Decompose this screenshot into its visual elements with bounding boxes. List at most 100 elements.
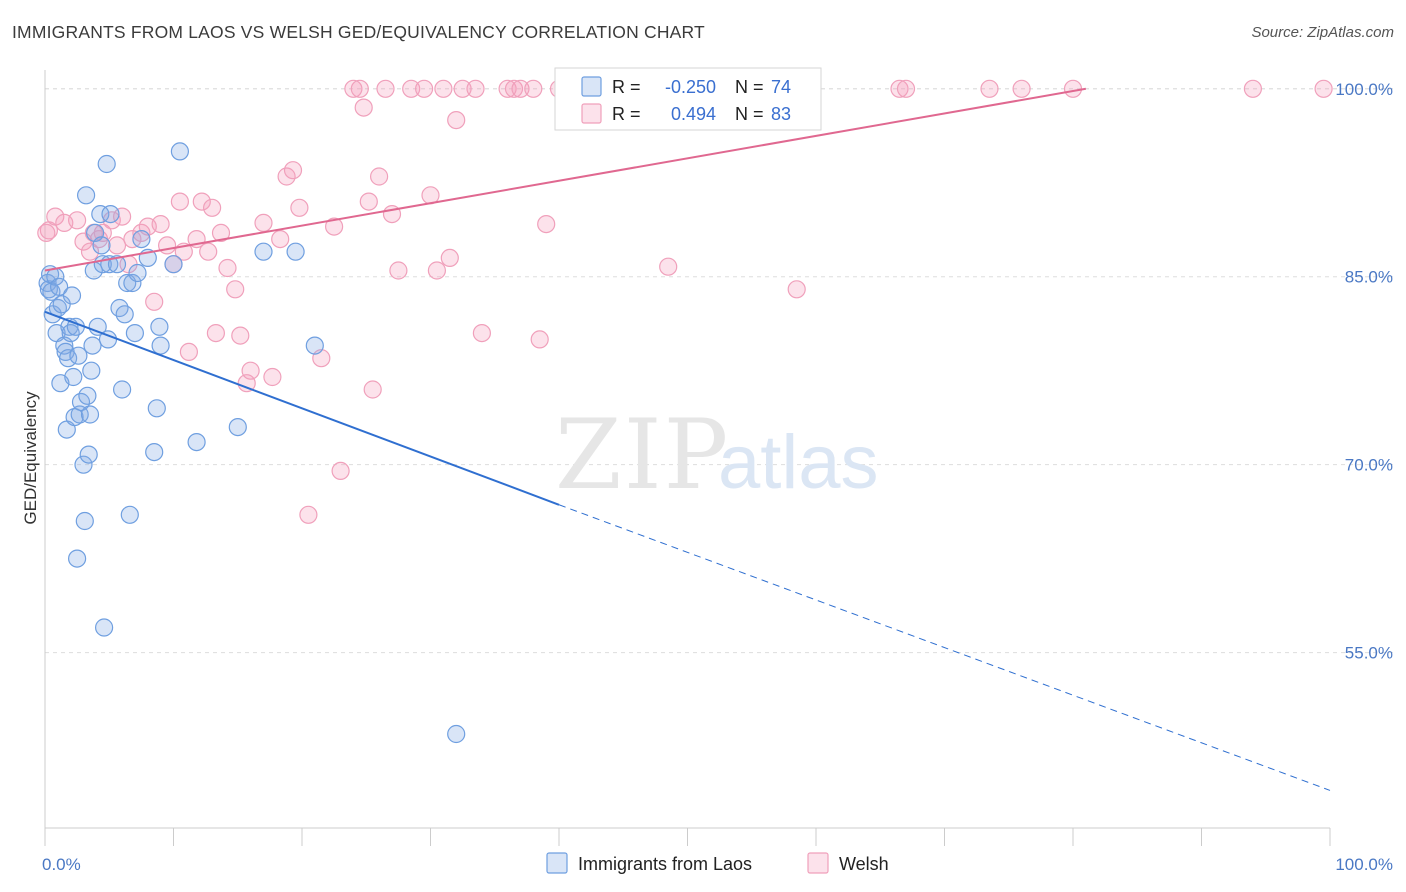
welsh-point <box>192 192 211 211</box>
laos-point <box>67 549 87 568</box>
laos-point <box>94 618 114 637</box>
welsh-point <box>472 324 491 343</box>
laos-point <box>123 273 142 293</box>
laos-point <box>78 386 97 405</box>
laos-point <box>64 367 83 387</box>
legend-n-value: 83 <box>771 104 791 124</box>
chart-title: IMMIGRANTS FROM LAOS VS WELSH GED/EQUIVA… <box>12 22 705 42</box>
welsh-point <box>206 324 225 343</box>
laos-point <box>65 408 84 427</box>
welsh-point <box>415 79 434 98</box>
welsh-point <box>376 79 395 98</box>
laos-point <box>91 205 110 224</box>
bottom-legend-swatch-welsh <box>807 852 829 874</box>
welsh-point <box>354 98 373 117</box>
welsh-point <box>363 380 382 399</box>
welsh-point <box>447 110 466 130</box>
welsh-point <box>890 79 909 98</box>
legend-r-label: R = <box>612 77 641 97</box>
svg-text:ZIP: ZIP <box>555 399 730 511</box>
laos-point <box>79 445 98 464</box>
welsh-point <box>359 192 378 211</box>
laos-point <box>83 336 102 355</box>
laos-point <box>132 230 151 249</box>
welsh-point <box>504 79 524 98</box>
welsh-point <box>151 215 170 234</box>
welsh-point <box>145 292 164 311</box>
laos-point <box>92 236 111 255</box>
legend: R = -0.250 N = 74 R = 0.494 N = 83 <box>554 67 822 131</box>
watermark: ZIP atlas <box>555 399 879 511</box>
welsh-point <box>344 79 363 98</box>
welsh-points <box>37 79 1333 524</box>
legend-r-value: -0.250 <box>665 77 716 97</box>
welsh-point <box>179 342 198 361</box>
welsh-point <box>283 161 303 180</box>
welsh-point <box>896 79 916 98</box>
laos-point <box>120 505 139 524</box>
welsh-point <box>1012 79 1031 98</box>
welsh-point <box>331 461 350 480</box>
welsh-point <box>226 280 245 299</box>
welsh-point <box>370 167 389 186</box>
x-tick-label-min: 0.0% <box>42 855 81 874</box>
welsh-point <box>325 217 344 236</box>
laos-point <box>170 142 189 161</box>
laos-point <box>164 255 183 274</box>
bottom-legend-swatch-laos <box>546 852 568 874</box>
welsh-point <box>199 242 218 261</box>
laos-point <box>115 305 134 324</box>
welsh-point <box>231 326 250 345</box>
laos-point <box>254 242 273 261</box>
welsh-point <box>241 361 260 380</box>
welsh-point <box>659 257 678 276</box>
welsh-point <box>46 207 65 226</box>
laos-point <box>75 511 94 531</box>
chart-source: Source: ZipAtlas.com <box>1251 24 1394 41</box>
x-tick-label-max: 100.0% <box>1335 855 1393 874</box>
laos-trend-line <box>44 310 560 506</box>
y-tick-label: 100.0% <box>1335 80 1393 99</box>
welsh-point <box>980 79 999 98</box>
laos-point <box>228 418 247 437</box>
welsh-point <box>203 198 222 217</box>
welsh-trend-line <box>44 87 1087 272</box>
welsh-point <box>112 207 132 226</box>
laos-point <box>62 286 82 305</box>
bottom-legend-label-laos: Immigrants from Laos <box>578 854 752 874</box>
welsh-point <box>67 211 87 230</box>
laos-point <box>107 255 127 274</box>
welsh-point <box>524 79 543 98</box>
welsh-point <box>158 236 177 255</box>
welsh-point <box>498 79 517 98</box>
trend-lines <box>44 87 1331 791</box>
welsh-point <box>1063 79 1083 98</box>
y-tick-label: 55.0% <box>1345 644 1393 663</box>
welsh-point <box>107 236 127 255</box>
legend-box <box>554 67 822 131</box>
legend-swatch <box>581 76 602 97</box>
welsh-point <box>466 79 485 98</box>
welsh-point <box>402 79 421 98</box>
laos-point <box>145 443 164 462</box>
axes <box>44 70 1331 846</box>
welsh-point <box>440 248 459 267</box>
bottom-legend: Immigrants from Laos Welsh <box>546 852 889 874</box>
welsh-point <box>787 280 806 299</box>
y-tick-label: 70.0% <box>1345 456 1393 475</box>
y-tick-label: 85.0% <box>1345 268 1393 287</box>
laos-point <box>125 324 144 343</box>
welsh-point <box>271 230 290 249</box>
laos-point <box>76 186 96 205</box>
welsh-point <box>350 79 369 98</box>
y-axis-label: GED/Equivalency <box>21 391 40 525</box>
laos-point <box>305 336 324 355</box>
welsh-point <box>434 79 453 98</box>
welsh-point <box>299 505 318 524</box>
laos-point <box>286 242 305 261</box>
welsh-point <box>102 211 121 230</box>
welsh-point <box>427 261 446 280</box>
laos-point <box>447 724 466 744</box>
laos-point <box>69 346 88 365</box>
welsh-point <box>218 258 237 278</box>
